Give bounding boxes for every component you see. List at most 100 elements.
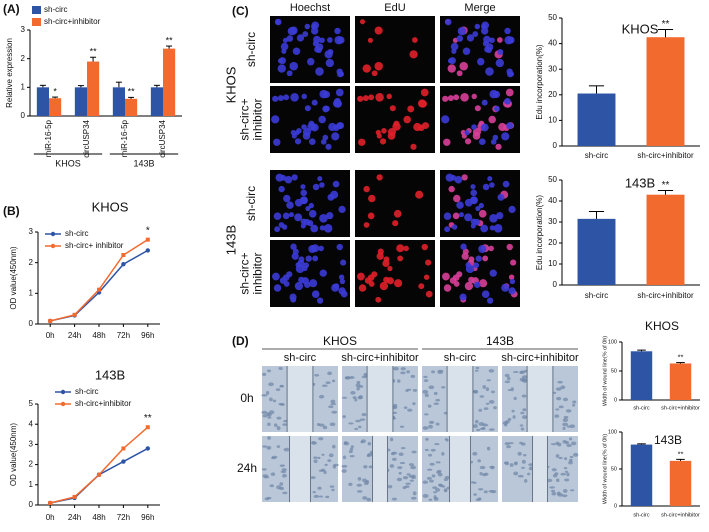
cell xyxy=(312,491,316,494)
cell xyxy=(485,402,490,405)
cell xyxy=(410,465,417,470)
cell xyxy=(318,394,325,399)
x-tick-label: 24h xyxy=(68,331,81,340)
wound-gap xyxy=(372,436,388,502)
cell xyxy=(271,456,276,460)
nucleus xyxy=(309,279,318,288)
y-axis-label: OD value(450nm) xyxy=(9,246,18,309)
nucleus xyxy=(481,99,488,106)
nucleus xyxy=(379,138,387,145)
nucleus xyxy=(506,243,513,251)
cell xyxy=(341,396,348,399)
cell xyxy=(355,419,361,423)
nucleus xyxy=(319,89,328,99)
nucleus xyxy=(336,68,343,75)
nucleus xyxy=(470,189,478,197)
nucleus xyxy=(456,201,464,209)
cell xyxy=(354,427,359,431)
marker xyxy=(121,262,126,267)
nucleus xyxy=(452,212,460,220)
micrograph xyxy=(355,16,435,83)
cell xyxy=(318,495,324,498)
y-axis-label: Width of wound line(% of 0h) xyxy=(602,434,608,504)
micrograph xyxy=(355,240,435,307)
wound-gap xyxy=(289,436,311,502)
x-tick-label: sh-circ xyxy=(633,512,649,518)
cell xyxy=(490,465,495,470)
nucleus xyxy=(383,276,390,284)
cell xyxy=(437,370,444,374)
nucleus xyxy=(464,130,470,136)
cell xyxy=(504,380,511,384)
marker xyxy=(145,237,150,242)
nucleus xyxy=(472,127,482,137)
nucleus xyxy=(466,34,475,42)
cell xyxy=(361,412,367,417)
nucleus xyxy=(294,281,304,291)
cell xyxy=(328,405,334,408)
row-label: sh-circ xyxy=(244,32,258,67)
nucleus xyxy=(489,269,497,277)
nucleus xyxy=(475,205,481,212)
significance: ** xyxy=(128,87,136,97)
cell xyxy=(276,445,281,448)
x-tick-label: 24h xyxy=(68,513,81,522)
nucleus xyxy=(394,279,403,288)
nucleus xyxy=(277,95,284,102)
nucleus xyxy=(302,127,312,137)
cell xyxy=(329,422,336,427)
nucleus xyxy=(302,31,309,37)
cell xyxy=(391,497,398,501)
nucleus xyxy=(456,35,464,42)
cell xyxy=(392,457,397,461)
nucleus xyxy=(387,265,393,272)
nucleus xyxy=(326,212,334,220)
y-tick-label: 3 xyxy=(21,25,26,34)
cell xyxy=(562,422,569,427)
nucleus xyxy=(444,226,451,233)
cell xyxy=(267,369,271,373)
nucleus xyxy=(272,272,280,281)
cell xyxy=(551,489,556,493)
nucleus xyxy=(310,224,319,233)
cell xyxy=(565,409,572,413)
cell xyxy=(262,445,268,448)
cell xyxy=(265,391,270,395)
cell xyxy=(321,453,325,456)
cell xyxy=(522,415,527,420)
cell xyxy=(313,456,318,459)
x-tick-label: sh-circ+inhibitor xyxy=(637,291,694,300)
nucleus xyxy=(308,245,317,254)
cell xyxy=(357,396,363,400)
y-tick-label: 5 xyxy=(29,399,34,408)
cell xyxy=(555,408,560,411)
cell xyxy=(473,389,479,394)
cell xyxy=(444,489,448,493)
cell xyxy=(261,468,267,471)
nucleus xyxy=(448,185,455,193)
cell xyxy=(269,484,275,488)
nucleus xyxy=(447,95,454,102)
cell xyxy=(276,485,282,490)
nucleus xyxy=(322,134,329,141)
group-label: KHOS xyxy=(223,66,238,103)
nucleus xyxy=(412,37,418,43)
cell xyxy=(363,465,368,469)
nucleus xyxy=(471,93,477,100)
nucleus xyxy=(454,175,463,184)
cell xyxy=(262,474,269,478)
row-label: sh-circ xyxy=(244,186,258,221)
cell xyxy=(367,452,374,457)
nucleus xyxy=(374,26,383,35)
nucleus xyxy=(376,252,384,260)
nucleus xyxy=(308,138,316,146)
nucleus xyxy=(486,297,494,304)
nucleus xyxy=(481,21,490,30)
nucleus xyxy=(362,95,369,102)
cell xyxy=(328,453,334,458)
cell xyxy=(436,471,441,474)
cell xyxy=(424,393,429,398)
nucleus xyxy=(468,276,475,284)
x-tick-label: 72h xyxy=(117,331,130,340)
nucleus xyxy=(274,18,282,26)
